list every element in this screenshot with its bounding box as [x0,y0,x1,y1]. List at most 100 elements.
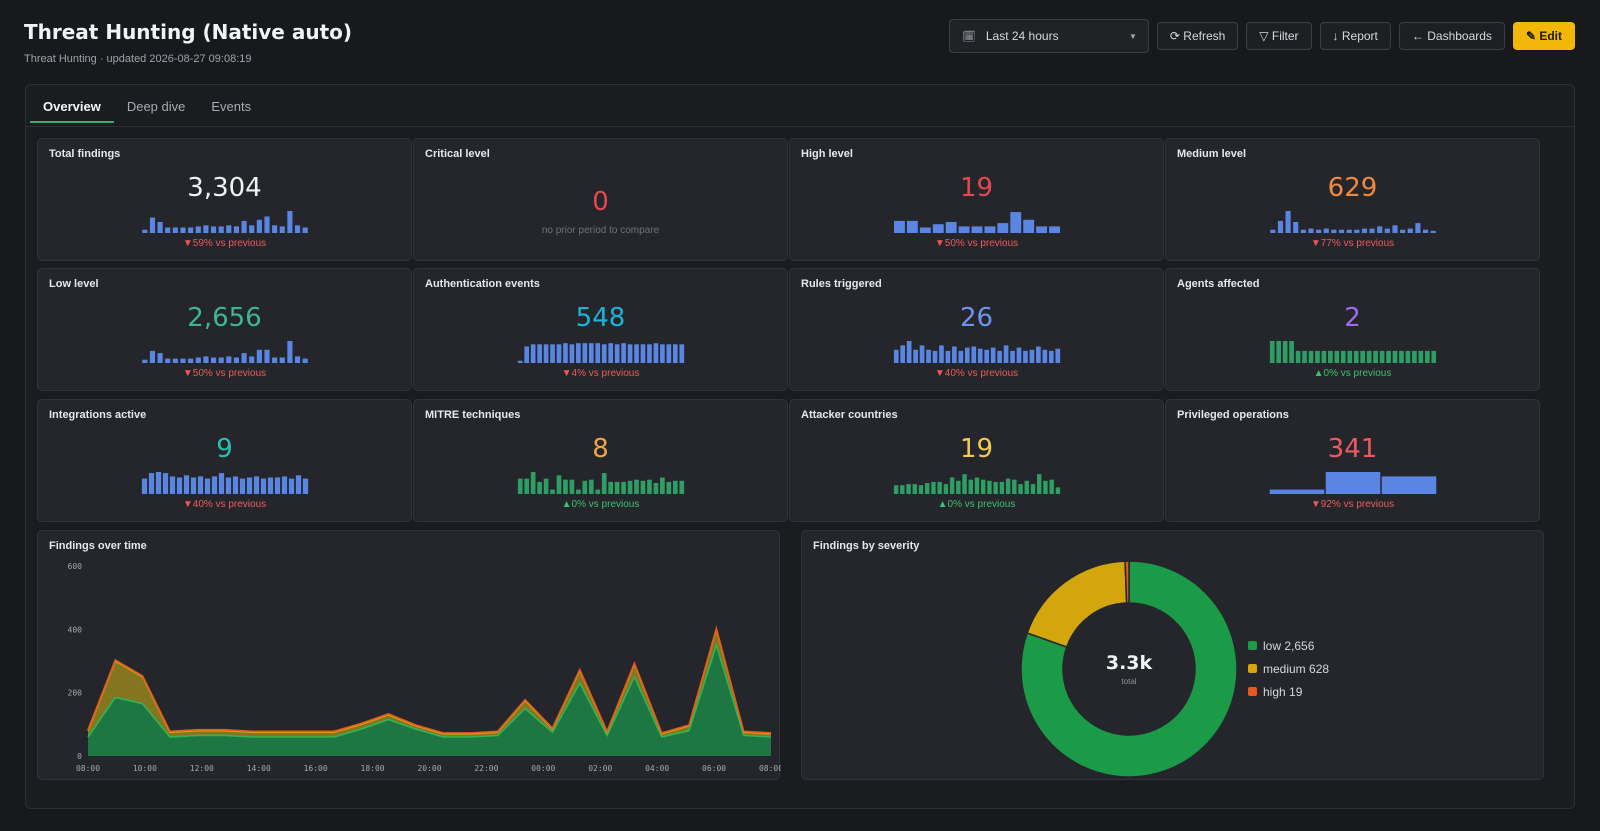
sparkline-bar [1338,229,1344,233]
stat-card: Critical level 0 no prior period to compar… [413,138,788,261]
sparkline-bar [302,358,308,363]
x-tick-label: 10:00 [133,764,157,773]
legend-item: low 2,656 [1248,634,1329,657]
sparkline-bar [543,478,548,494]
sparkline-bar [536,344,542,363]
x-tick-label: 02:00 [588,764,612,773]
sparkline-bar [1411,350,1417,363]
sparkline-bar [1418,350,1423,363]
report-button[interactable]: ↓ Report [1319,22,1391,50]
x-tick-label: 08:00 [76,764,100,773]
sparkline-bar [1042,480,1048,494]
stat-card: Integrations active 9 ▼40% vs previous [37,399,412,522]
sparkline-bar [1292,222,1298,233]
sparkline-bar [562,479,568,494]
sparkline-bar [1398,350,1404,363]
x-tick-label: 18:00 [361,764,385,773]
sparkline-bar [1424,350,1430,363]
sparkline-bar [1295,350,1300,363]
sparkline-bar [899,485,905,494]
sparkline-bar [640,480,645,494]
sparkline-bar [225,477,231,494]
stat-card-delta: ▼59% vs previous [182,238,267,249]
x-tick-label: 12:00 [190,764,214,773]
sparkline-bar [594,489,600,494]
x-tick-label: 04:00 [645,764,669,773]
sparkline-bar [543,344,548,363]
sparkline-bar [964,347,970,363]
sparkline-bar [999,481,1004,494]
sparkline-bar [1282,341,1287,363]
sparkline-bar [970,346,976,363]
dashboards-button[interactable]: ← Dashboards [1398,22,1505,50]
sparkline-bar [279,226,285,233]
severity-legend: low 2,656 medium 628 high 19 [1248,634,1329,703]
sparkline-bar [633,479,639,494]
sparkline-bar [906,341,911,363]
stat-card: Medium level 629 ▼77% vs previous [1165,138,1540,261]
sparkline-bar [172,227,178,233]
stat-card: Attacker countries 19 ▲0% vs previous [789,399,1164,522]
area-medium [88,629,771,737]
sparkline-bar [281,476,287,494]
sparkline-bar [183,475,189,494]
sparkline-bar [141,478,147,494]
sparkline-bar [1035,226,1047,233]
refresh-button[interactable]: ⟳ Refresh [1156,22,1239,50]
filter-button[interactable]: ▽ Filter [1246,22,1312,50]
time-range-select[interactable]: 🗓 Last 24 hours ▼ [948,19,1149,53]
sparkline-bar [1414,223,1420,233]
sparkline-bar [1035,346,1041,363]
sparkline-bar [1275,341,1281,363]
sparkline-bar [1323,228,1329,233]
stat-card-value: 548 [575,303,626,333]
sparkline-bar [141,359,147,363]
sparkline-bar [286,211,292,233]
sparkline-bar [1381,476,1436,494]
sparkline [517,472,684,494]
sparkline-bar [1277,220,1283,233]
sparkline-bar [627,344,632,363]
sparkline-bar [530,344,535,363]
area-low [88,645,771,756]
stat-card-delta: ▼40% vs previous [934,368,1019,379]
sparkline-bar [980,479,985,494]
sparkline-bar [912,349,918,363]
stat-card-value: 2,656 [187,303,262,333]
sparkline-bar [233,357,239,363]
sparkline-bar [225,225,231,233]
sparkline [141,211,308,233]
sparkline-bar [294,225,300,233]
sparkline-bar [157,222,163,233]
sparkline-bar [905,484,911,494]
sparkline-bar [1036,474,1041,494]
page-header: Threat Hunting (Native auto) Threat Hunt… [24,20,352,65]
sparkline-bar [530,472,535,494]
sparkline-bar [607,343,613,363]
sparkline-bar [1048,479,1054,494]
sparkline-bar [930,481,936,494]
sparkline-bar [190,477,196,494]
sparkline-bar [271,357,277,363]
sparkline-bar [169,476,175,494]
stat-card-delta: ▲0% vs previous [937,499,1016,510]
stat-card: Agents affected 2 ▲0% vs previous [1165,268,1540,391]
stat-card-title: Privileged operations [1177,409,1289,421]
edit-button[interactable]: ✎ Edit [1512,22,1575,50]
sparkline-bar [1300,229,1306,233]
toolbar: 🗓 Last 24 hours ▼ ⟳ Refresh ▽ Filter ↓ R… [948,19,1575,53]
tab-events[interactable]: Events [211,98,252,114]
legend-swatch [1248,664,1257,673]
sparkline-bar [1391,225,1398,233]
tab-overview[interactable]: Overview [30,89,114,123]
sparkline-bar [945,222,957,233]
sparkline-bar [523,346,529,363]
tab-divider [26,126,1574,127]
sparkline-bar [971,226,982,233]
stat-card: Rules triggered 26 ▼40% vs previous [789,268,1164,391]
sparkline-bar [943,484,948,494]
tab-deep-dive[interactable]: Deep dive [126,98,186,114]
sparkline-bar [601,473,607,494]
legend-item: medium 628 [1248,657,1329,680]
sparkline-bar [149,217,155,233]
